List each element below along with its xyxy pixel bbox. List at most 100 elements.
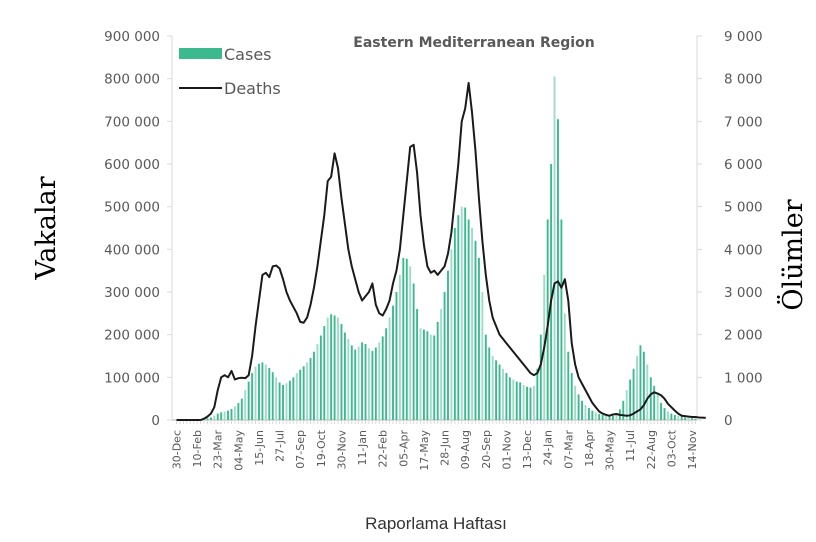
cases-bar (443, 292, 446, 420)
cases-bar (392, 305, 394, 420)
cases-bar (467, 219, 470, 420)
cases-bar (288, 380, 291, 420)
y-axis-right-label: Ölümler (775, 199, 809, 310)
cases-bar (357, 346, 360, 420)
cases-bar (522, 385, 525, 420)
x-tick-label: 07-Mar (562, 430, 575, 469)
cases-bar (233, 406, 236, 420)
cases-bar (474, 240, 477, 420)
cases-bar (673, 414, 676, 420)
cases-bar (477, 257, 480, 420)
cases-bar (594, 412, 597, 420)
cases-bar (457, 215, 460, 420)
cases-bar (581, 400, 583, 420)
y-tick-label: 400 000 (104, 242, 160, 258)
cases-bar (361, 342, 364, 420)
y-tick-label: 600 000 (104, 157, 160, 173)
x-axis-label: Raporlama Haftası (365, 514, 507, 533)
cases-bar (539, 334, 542, 420)
cases-bar (337, 317, 339, 420)
cases-bar (577, 394, 580, 420)
x-tick-label: 13-Dec (521, 430, 534, 469)
x-tick-label: 11-Jan (356, 430, 369, 466)
x-tick-label: 22-Feb (377, 430, 390, 467)
cases-bar (343, 332, 346, 420)
cases-bar (216, 413, 219, 420)
cases-bar (495, 360, 498, 420)
cases-bar (642, 351, 645, 420)
y2-tick-label: 0 (724, 413, 733, 429)
cases-bar (388, 317, 391, 420)
cases-bar (422, 329, 425, 420)
cases-bar (278, 382, 281, 420)
cases-bar (656, 394, 659, 420)
cases-bar (323, 326, 326, 420)
cases-bar (570, 373, 573, 420)
cases-bar (636, 356, 638, 420)
cases-bar (209, 417, 212, 420)
cases-bar (436, 321, 439, 420)
x-tick-label: 20-Sep (480, 430, 493, 469)
cases-bar (608, 416, 611, 420)
y-tick-label: 800 000 (104, 72, 160, 88)
cases-bar (220, 412, 223, 420)
cases-bar (433, 335, 436, 420)
cases-bar (419, 328, 422, 420)
cases-bar (340, 324, 343, 420)
y-tick-label: 700 000 (104, 114, 160, 130)
x-tick-label: 30-Dec (171, 430, 184, 469)
cases-bar (240, 398, 243, 420)
cases-bar (364, 344, 367, 420)
cases-bar (244, 390, 247, 420)
cases-bar (316, 344, 319, 420)
cases-bar (398, 274, 401, 420)
x-tick-label: 15-Jun (253, 430, 266, 466)
cases-bar (333, 315, 336, 420)
cases-bar (625, 390, 628, 420)
cases-bar (670, 413, 673, 420)
cases-bar (275, 377, 278, 420)
y2-tick-label: 5 000 (724, 200, 763, 216)
x-tick-label: 05-Apr (397, 430, 410, 467)
cases-bar (557, 119, 559, 420)
cases-bar (447, 270, 449, 420)
x-tick-label: 03-Oct (665, 429, 678, 467)
y-tick-label: 300 000 (104, 285, 160, 301)
legend: Cases Deaths (179, 45, 281, 98)
x-tick-label: 07-Sep (294, 430, 307, 469)
cases-bar (237, 402, 240, 420)
cases-bar (464, 207, 467, 420)
cases-bar (512, 379, 515, 420)
cases-bar (550, 164, 553, 420)
cases-bar (227, 410, 229, 420)
cases-bar (519, 382, 522, 420)
cases-bar (505, 373, 508, 420)
x-tick-label: 24-Jan (542, 430, 555, 466)
cases-bar (378, 342, 381, 420)
cases-bar (515, 381, 518, 420)
x-tick-label: 04-May (232, 430, 245, 471)
cases-bar (498, 364, 501, 420)
cases-bar (402, 257, 405, 420)
x-tick-label: 11-Jul (624, 430, 637, 462)
y-tick-label: 500 000 (104, 200, 160, 216)
x-tick-label: 22-Aug (645, 430, 658, 469)
cases-bar (282, 385, 284, 420)
legend-cases-swatch (179, 48, 222, 59)
cases-bar (481, 292, 484, 420)
cases-bar (429, 334, 432, 420)
cases-bar (405, 258, 408, 420)
cases-bar (563, 313, 566, 420)
cases-bar (213, 415, 216, 420)
cases-bar (412, 283, 415, 420)
x-tick-label: 30-Nov (335, 430, 348, 470)
y-axis-left-label: Vakalar (31, 176, 62, 280)
cases-bar (629, 379, 632, 420)
cases-bar (268, 367, 271, 420)
deaths-line (176, 81, 706, 421)
cases-bar (292, 377, 295, 420)
x-tick-label: 18-Apr (583, 430, 596, 467)
x-tick-label: 09-Aug (459, 430, 472, 469)
cases-bar (694, 418, 697, 420)
y-axis-left: 0 100 000 200 000 300 000 400 000 500 000 600 … (104, 29, 172, 429)
